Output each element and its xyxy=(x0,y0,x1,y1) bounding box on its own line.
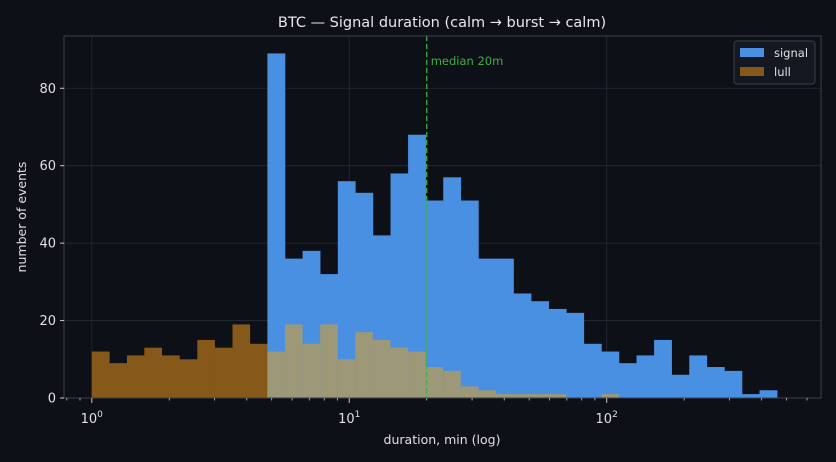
bar-lull xyxy=(548,394,567,398)
bar-lull xyxy=(284,324,303,398)
y-tick-label: 20 xyxy=(39,314,56,329)
plot-frame xyxy=(63,35,822,399)
x-tick-exponent: 2 xyxy=(612,410,618,420)
bar-signal xyxy=(724,370,743,398)
bar-lull xyxy=(337,359,356,398)
x-tick-base: 10 xyxy=(596,412,613,427)
bar-signal xyxy=(337,181,356,398)
bar-signal xyxy=(601,351,620,398)
bar-signal xyxy=(689,355,708,398)
bar-signal xyxy=(267,53,286,399)
x-axis-label: duration, min (log) xyxy=(384,432,501,447)
bar-lull xyxy=(179,359,198,398)
bar-lull xyxy=(531,394,549,398)
y-tick-label: 80 xyxy=(39,82,56,97)
bar-lull xyxy=(495,394,514,398)
chart-title: BTC — Signal duration (calm → burst → ca… xyxy=(278,15,606,31)
bar-signal xyxy=(390,173,409,398)
bar-lull xyxy=(513,394,532,398)
bar-signal xyxy=(636,355,655,398)
bar-lull xyxy=(302,343,321,398)
bar-lull xyxy=(390,347,409,398)
bar-signal xyxy=(759,390,778,398)
legend-swatch-signal xyxy=(740,48,764,57)
bar-signal xyxy=(671,374,690,398)
x-axis-ticks: 100 101 102 xyxy=(66,398,808,427)
x-tick-exponent: 0 xyxy=(97,410,103,420)
bar-signal xyxy=(566,312,585,398)
bar-lull xyxy=(372,339,391,398)
bar-lull xyxy=(601,394,620,398)
bar-lull xyxy=(197,339,215,398)
bar-signal xyxy=(531,301,549,398)
y-tick-label: 0 xyxy=(48,392,56,407)
y-axis-label: number of events xyxy=(14,162,29,273)
bar-lull xyxy=(161,355,180,398)
x-tick-base: 10 xyxy=(338,412,355,427)
y-axis-ticks: 0 20 40 60 80 xyxy=(39,82,64,407)
bar-signal xyxy=(443,177,462,398)
bar-lull xyxy=(144,347,163,398)
bar-lull xyxy=(478,390,497,398)
bar-signal xyxy=(654,339,672,398)
bar-lull xyxy=(126,355,145,398)
legend: signal lull xyxy=(733,40,816,85)
bar-lull xyxy=(214,347,233,398)
bars-layer xyxy=(91,53,778,399)
bar-lull xyxy=(232,324,251,398)
legend-swatch-lull xyxy=(740,67,764,76)
x-tick-label: 101 xyxy=(338,410,360,427)
annotation-layer: median 20m xyxy=(426,36,504,398)
bar-signal xyxy=(460,200,479,398)
x-tick-label: 100 xyxy=(81,410,104,427)
bar-signal xyxy=(408,134,426,398)
legend-label-lull: lull xyxy=(774,65,791,79)
bar-lull xyxy=(408,351,426,398)
bar-signal xyxy=(548,308,567,398)
bar-signal xyxy=(495,258,514,398)
bar-lull xyxy=(249,343,268,398)
bar-lull xyxy=(460,386,479,398)
bar-signal xyxy=(741,394,760,398)
x-tick-label: 102 xyxy=(596,410,618,427)
x-tick-exponent: 1 xyxy=(355,410,361,420)
legend-label-signal: signal xyxy=(774,46,808,60)
bar-lull xyxy=(267,351,286,398)
y-tick-label: 60 xyxy=(39,159,56,174)
bar-signal xyxy=(513,293,532,398)
bar-lull xyxy=(425,367,444,398)
x-tick-base: 10 xyxy=(81,412,98,427)
bar-signal xyxy=(706,367,725,398)
bar-lull xyxy=(355,332,374,398)
median-label: median 20m xyxy=(431,54,504,68)
bar-lull xyxy=(109,363,128,398)
bar-lull xyxy=(320,324,339,398)
bar-signal xyxy=(478,258,497,398)
y-tick-label: 40 xyxy=(39,237,56,252)
bar-signal xyxy=(583,343,602,398)
bar-lull xyxy=(91,351,110,398)
bar-lull xyxy=(443,370,462,398)
bar-signal xyxy=(618,363,637,398)
bar-signal xyxy=(425,200,444,398)
